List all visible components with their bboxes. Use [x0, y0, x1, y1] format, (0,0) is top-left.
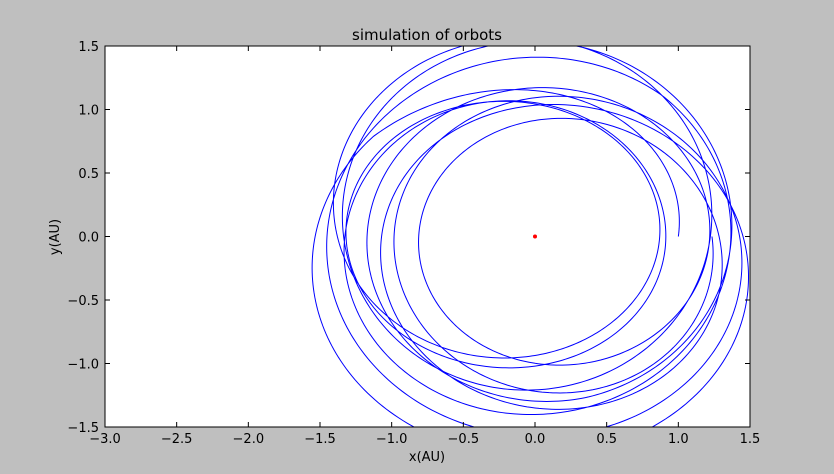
x-tick-label: −0.5 [448, 432, 480, 447]
chart-title: simulation of orbots [352, 26, 502, 44]
x-tick-label: 1.5 [740, 432, 761, 447]
series-layer [311, 46, 749, 427]
x-tick-label: −1.5 [304, 432, 336, 447]
point-layer [533, 234, 537, 239]
x-tick-label: −1.0 [376, 432, 408, 447]
x-tick-label: 0.5 [596, 432, 617, 447]
tick-layer: −3.0 −2.5 −2.0 −1.5 −1.0 −0.5 0.0 0.5 1.0 1.5 −1.5… [67, 40, 760, 447]
x-tick-label: −2.5 [161, 432, 193, 447]
y-tick-label: −0.5 [67, 294, 99, 309]
x-tick-label: 1.0 [668, 432, 689, 447]
x-tick-label: −2.0 [233, 432, 265, 447]
x-tick-label: 0.0 [525, 432, 546, 447]
y-tick-label: −1.0 [67, 358, 99, 373]
x-axis-label: x(AU) [409, 450, 445, 465]
y-tick-label: 0.5 [78, 167, 99, 182]
y-tick-label: 1.0 [78, 104, 99, 119]
y-tick-label: 1.5 [78, 40, 99, 55]
y-tick-label: −1.5 [67, 421, 99, 436]
y-axis-label: y(AU) [48, 219, 63, 255]
y-tick-label: 0.0 [78, 231, 99, 246]
central-body-point [533, 234, 537, 239]
plot-area [105, 46, 750, 427]
orbit-trajectory-line [311, 46, 749, 427]
x-tick-label: −3.0 [89, 432, 121, 447]
